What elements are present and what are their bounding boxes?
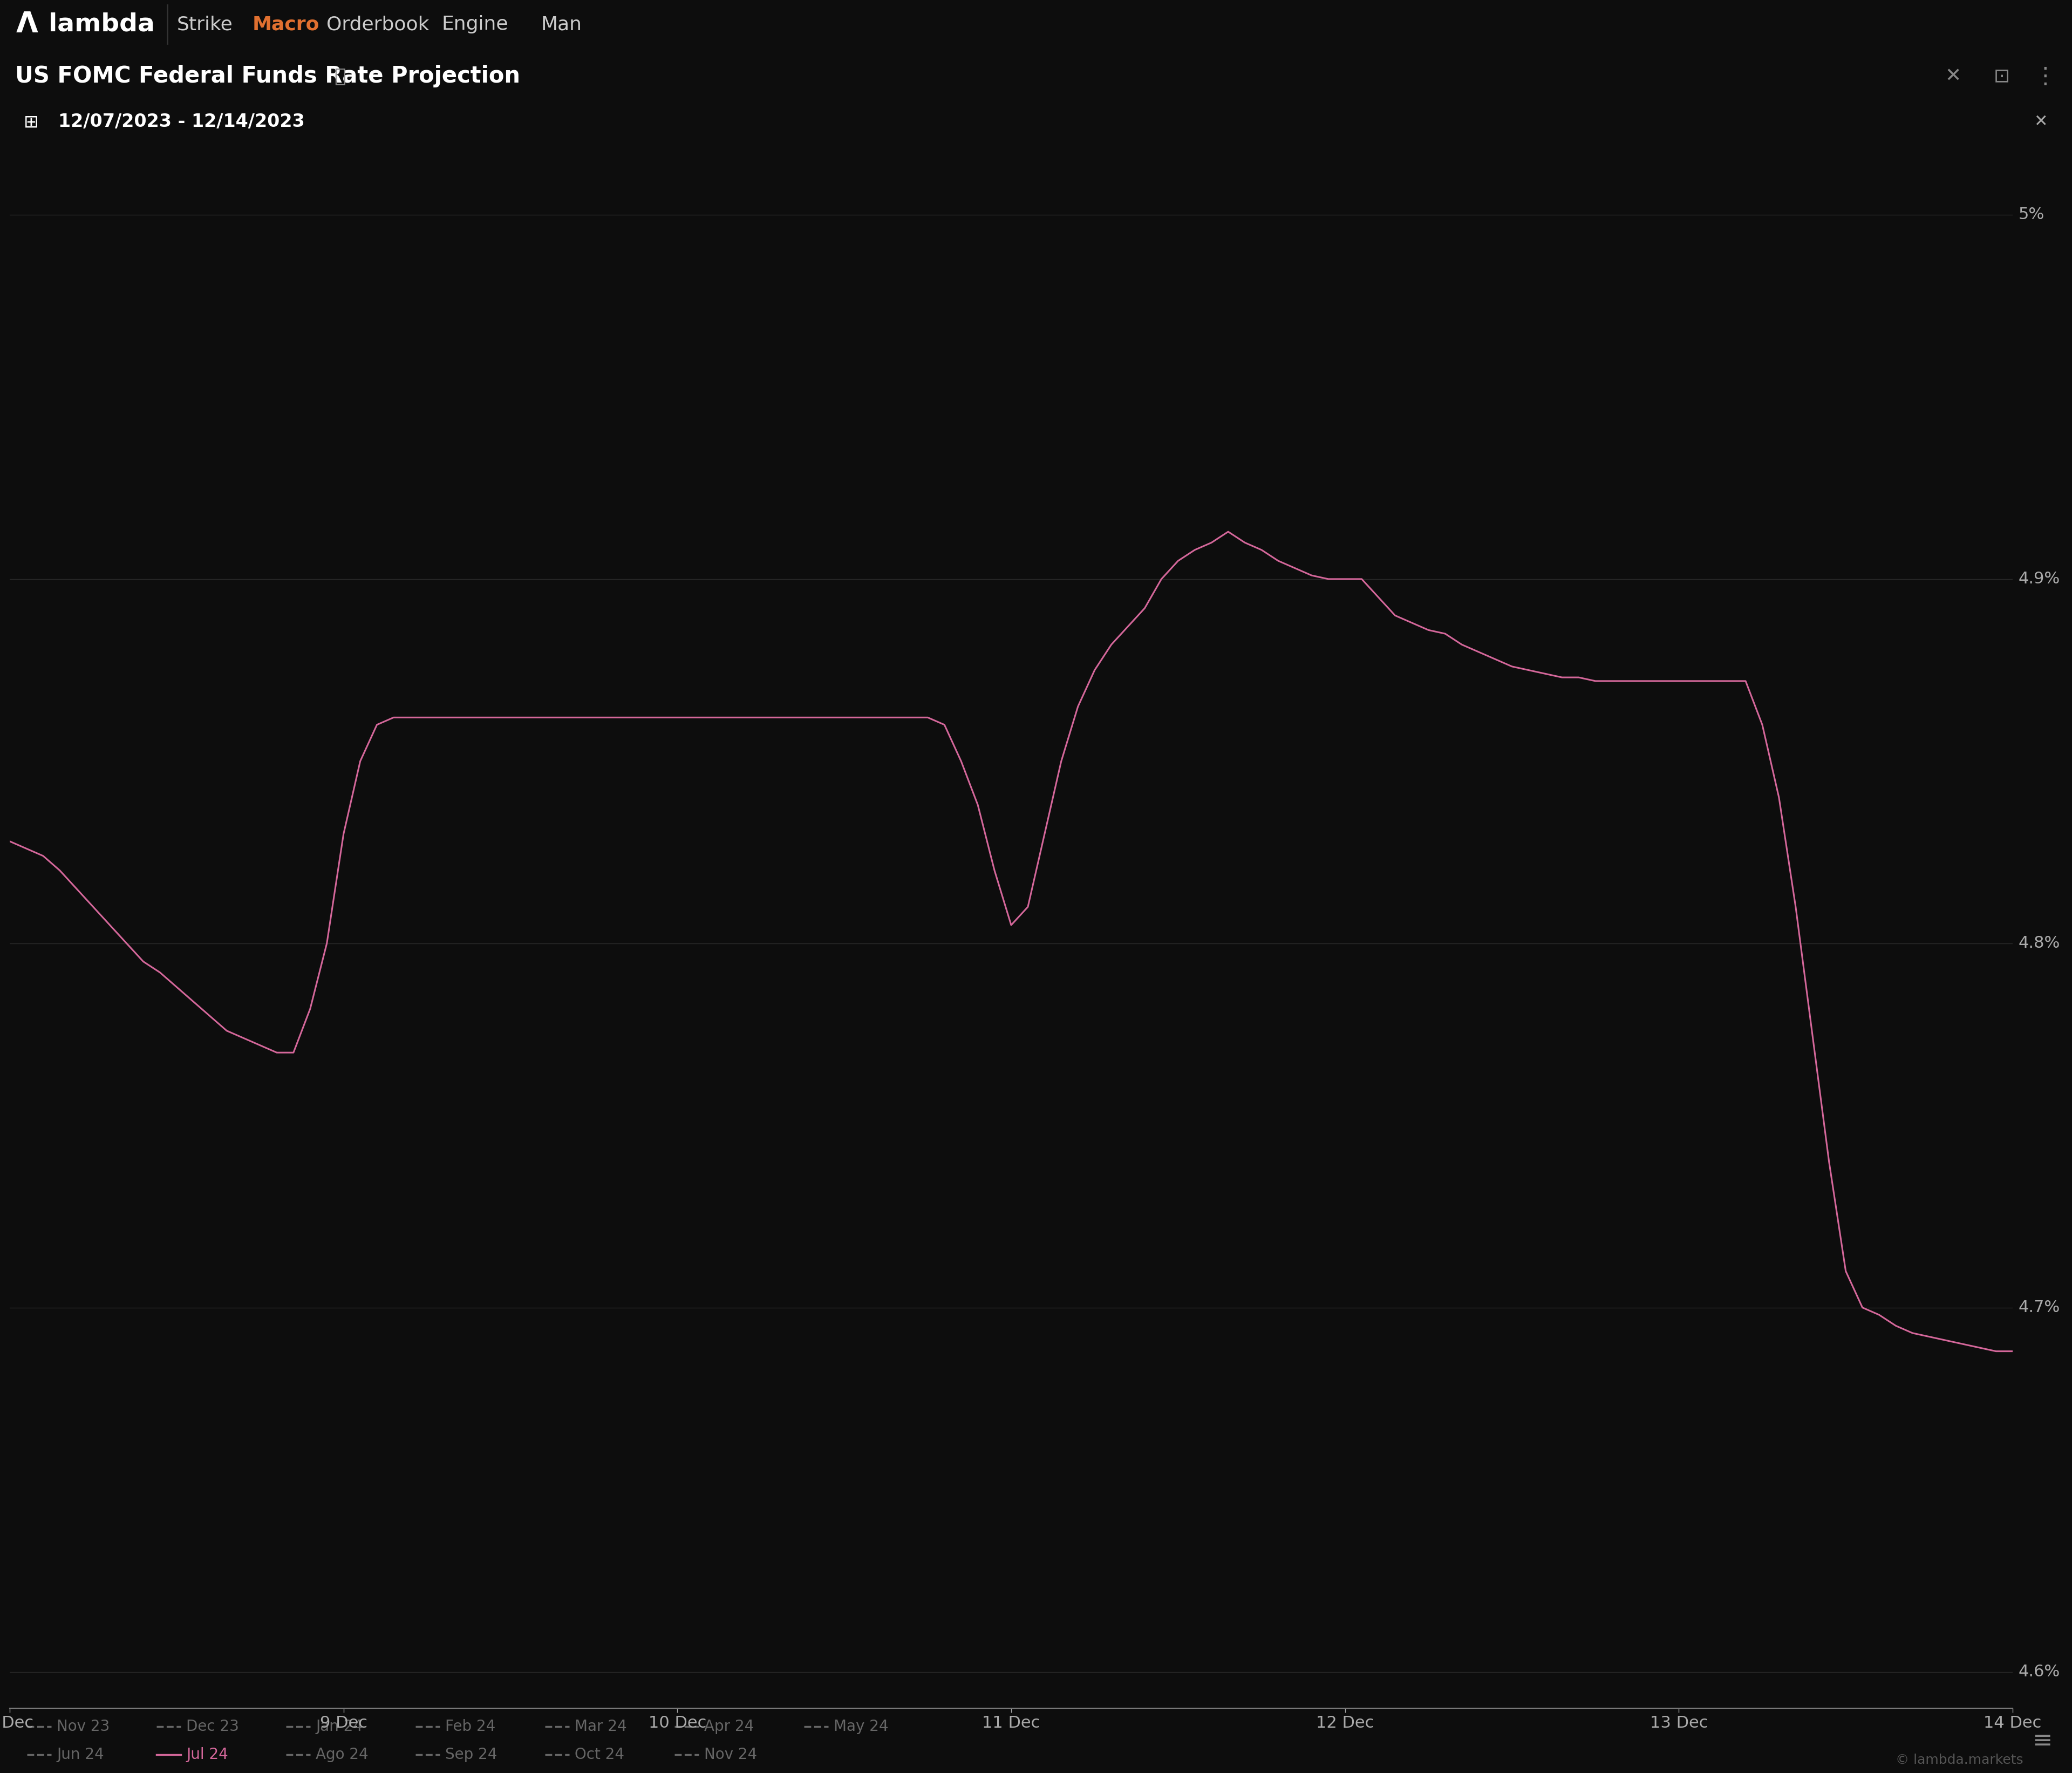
Text: Feb 24: Feb 24 <box>445 1718 495 1734</box>
Text: Nov 24: Nov 24 <box>704 1748 756 1762</box>
Text: ⓘ: ⓘ <box>334 67 346 85</box>
Text: Orderbook: Orderbook <box>325 16 429 34</box>
Text: ⊞: ⊞ <box>23 113 39 131</box>
Text: ✕: ✕ <box>1946 67 1962 85</box>
Text: © lambda.markets: © lambda.markets <box>1896 1753 2024 1766</box>
Text: Sep 24: Sep 24 <box>445 1748 497 1762</box>
Text: ≡: ≡ <box>2033 1729 2053 1752</box>
Text: Macro: Macro <box>253 16 319 34</box>
Text: Nov 23: Nov 23 <box>56 1718 110 1734</box>
Text: Man: Man <box>541 16 582 34</box>
Text: 4.7%: 4.7% <box>2018 1300 2060 1316</box>
Text: ⊡: ⊡ <box>1993 67 2010 85</box>
Text: 4.6%: 4.6% <box>2018 1665 2060 1679</box>
Text: May 24: May 24 <box>833 1718 889 1734</box>
Text: Oct 24: Oct 24 <box>574 1748 624 1762</box>
Text: 5%: 5% <box>2018 207 2045 223</box>
Text: ⋮: ⋮ <box>2035 66 2055 87</box>
Text: ✕: ✕ <box>2035 113 2047 129</box>
Text: Jun 24: Jun 24 <box>56 1748 104 1762</box>
Text: Jan 24: Jan 24 <box>315 1718 363 1734</box>
Text: lambda: lambda <box>48 12 155 37</box>
Text: 12/07/2023 - 12/14/2023: 12/07/2023 - 12/14/2023 <box>58 113 305 131</box>
Text: Dec 23: Dec 23 <box>186 1718 238 1734</box>
Text: Apr 24: Apr 24 <box>704 1718 754 1734</box>
Text: US FOMC Federal Funds Rate Projection: US FOMC Federal Funds Rate Projection <box>15 66 520 87</box>
Text: 4.9%: 4.9% <box>2018 571 2060 587</box>
Text: 4.8%: 4.8% <box>2018 936 2060 950</box>
Text: Engine: Engine <box>441 16 508 34</box>
Text: Ago 24: Ago 24 <box>315 1748 369 1762</box>
Text: Strike: Strike <box>176 16 232 34</box>
Text: Mar 24: Mar 24 <box>574 1718 628 1734</box>
Text: Λ: Λ <box>17 11 37 39</box>
Text: Jul 24: Jul 24 <box>186 1748 228 1762</box>
